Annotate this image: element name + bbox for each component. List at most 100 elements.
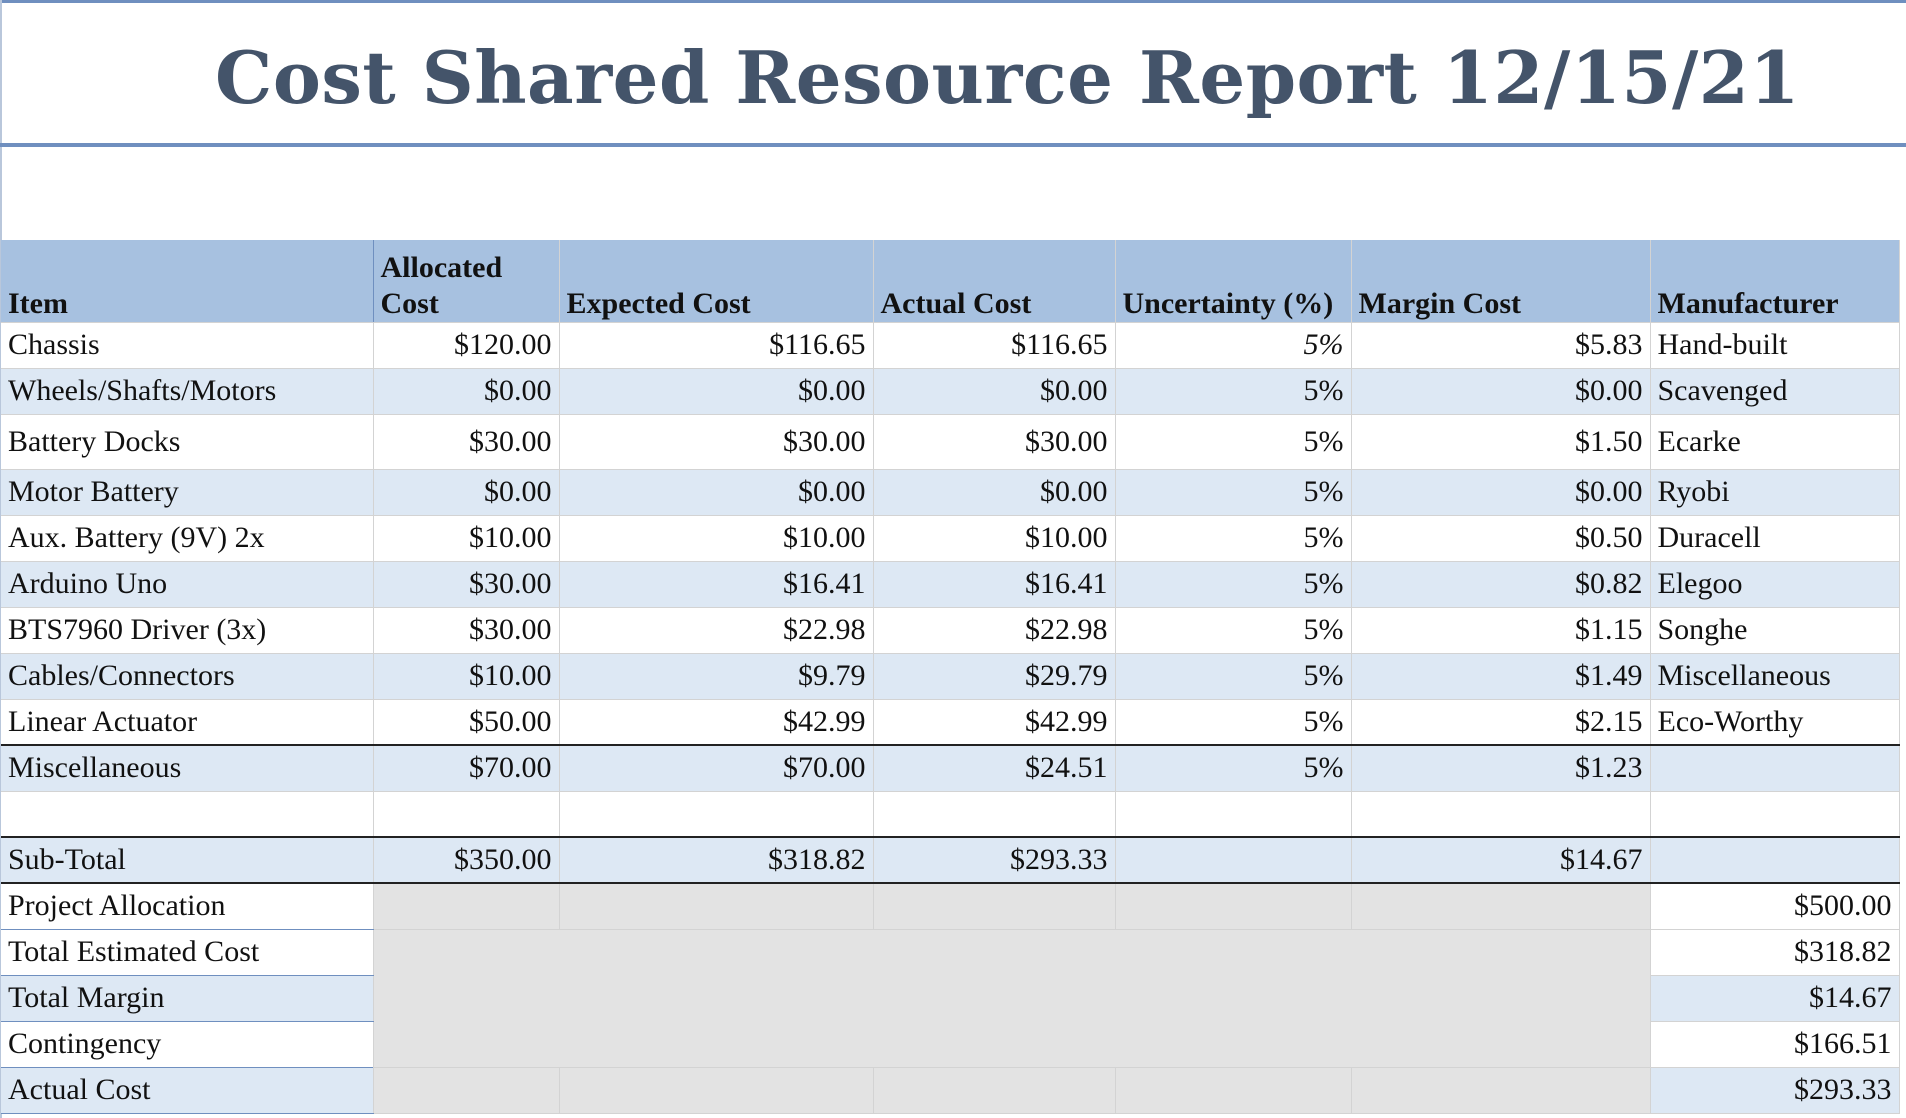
summary-value[interactable]: $500.00 <box>1650 883 1900 930</box>
cell-actual[interactable]: $116.65 <box>873 322 1116 369</box>
cell-item[interactable]: Motor Battery <box>1 469 374 516</box>
subtotal-allocated[interactable]: $350.00 <box>373 837 560 884</box>
cell-item[interactable]: Chassis <box>1 322 374 369</box>
empty-cell[interactable] <box>1115 791 1352 838</box>
cell-actual[interactable]: $29.79 <box>873 653 1116 700</box>
grey-cell[interactable] <box>873 1067 1116 1114</box>
grey-cell[interactable] <box>1115 883 1352 930</box>
cell-actual[interactable]: $10.00 <box>873 515 1116 562</box>
empty-cell[interactable] <box>1351 791 1651 838</box>
cell-expected[interactable]: $10.00 <box>559 515 874 562</box>
cell-allocated[interactable]: $0.00 <box>373 469 560 516</box>
cell-expected[interactable]: $0.00 <box>559 368 874 415</box>
cell-uncertainty[interactable]: 5% <box>1115 322 1352 369</box>
cell-margin[interactable]: $1.49 <box>1351 653 1651 700</box>
cell-expected[interactable]: $9.79 <box>559 653 874 700</box>
cell-expected[interactable]: $116.65 <box>559 322 874 369</box>
grey-cell[interactable] <box>373 883 560 930</box>
cell-actual[interactable]: $24.51 <box>873 745 1116 792</box>
cell-allocated[interactable]: $30.00 <box>373 607 560 654</box>
summary-label[interactable]: Total Margin <box>1 975 374 1022</box>
cell-manufacturer[interactable]: Songhe <box>1650 607 1900 654</box>
cell-manufacturer[interactable]: Scavenged <box>1650 368 1900 415</box>
cell-item[interactable]: BTS7960 Driver (3x) <box>1 607 374 654</box>
cell-manufacturer[interactable]: Ryobi <box>1650 469 1900 516</box>
header-allocated-cost[interactable]: Allocated Cost <box>373 240 560 323</box>
cell-allocated[interactable]: $0.00 <box>373 368 560 415</box>
cell-manufacturer[interactable]: Hand-built <box>1650 322 1900 369</box>
cell-margin[interactable]: $2.15 <box>1351 699 1651 746</box>
cell-uncertainty[interactable]: 5% <box>1115 653 1352 700</box>
cell-item[interactable]: Miscellaneous <box>1 745 374 792</box>
summary-value[interactable]: $166.51 <box>1650 1021 1900 1068</box>
cell-manufacturer[interactable]: Duracell <box>1650 515 1900 562</box>
cell-uncertainty[interactable]: 5% <box>1115 469 1352 516</box>
cell-expected[interactable]: $42.99 <box>559 699 874 746</box>
cell-expected[interactable]: $0.00 <box>559 469 874 516</box>
cell-margin[interactable]: $0.00 <box>1351 469 1651 516</box>
cell-margin[interactable]: $0.82 <box>1351 561 1651 608</box>
header-margin-cost[interactable]: Margin Cost <box>1351 240 1651 323</box>
grey-cell[interactable] <box>559 1067 874 1114</box>
summary-label[interactable]: Actual Cost <box>1 1067 374 1114</box>
cell-allocated[interactable]: $10.00 <box>373 515 560 562</box>
cell-manufacturer[interactable] <box>1650 745 1900 792</box>
cell-uncertainty[interactable]: 5% <box>1115 561 1352 608</box>
cell-expected[interactable]: $30.00 <box>559 414 874 470</box>
cell-actual[interactable]: $0.00 <box>873 368 1116 415</box>
subtotal-label[interactable]: Sub-Total <box>1 837 374 884</box>
cell-margin[interactable]: $1.23 <box>1351 745 1651 792</box>
header-item[interactable]: Item <box>1 240 374 323</box>
cell-margin[interactable]: $1.50 <box>1351 414 1651 470</box>
cell-manufacturer[interactable]: Elegoo <box>1650 561 1900 608</box>
cell-item[interactable]: Wheels/Shafts/Motors <box>1 368 374 415</box>
grey-cell[interactable] <box>1351 1067 1651 1114</box>
empty-cell[interactable] <box>373 791 560 838</box>
empty-cell[interactable] <box>1650 791 1900 838</box>
cell-actual[interactable]: $0.00 <box>873 469 1116 516</box>
header-uncertainty[interactable]: Uncertainty (%) <box>1115 240 1352 323</box>
cell-item[interactable]: Linear Actuator <box>1 699 374 746</box>
cell-actual[interactable]: $16.41 <box>873 561 1116 608</box>
cell-allocated[interactable]: $10.00 <box>373 653 560 700</box>
cell-allocated[interactable]: $30.00 <box>373 414 560 470</box>
cell-actual[interactable]: $22.98 <box>873 607 1116 654</box>
empty-cell[interactable] <box>559 791 874 838</box>
summary-value[interactable]: $318.82 <box>1650 929 1900 976</box>
summary-label[interactable]: Project Allocation <box>1 883 374 930</box>
cell-manufacturer[interactable]: Ecarke <box>1650 414 1900 470</box>
cell-uncertainty[interactable]: 5% <box>1115 745 1352 792</box>
subtotal-actual[interactable]: $293.33 <box>873 837 1116 884</box>
cell-allocated[interactable]: $30.00 <box>373 561 560 608</box>
grey-merged-block[interactable] <box>373 929 1651 1068</box>
cell-margin[interactable]: $5.83 <box>1351 322 1651 369</box>
cell-allocated[interactable]: $120.00 <box>373 322 560 369</box>
subtotal-expected[interactable]: $318.82 <box>559 837 874 884</box>
cell-expected[interactable]: $70.00 <box>559 745 874 792</box>
cell-uncertainty[interactable]: 5% <box>1115 607 1352 654</box>
summary-value[interactable]: $14.67 <box>1650 975 1900 1022</box>
grey-cell[interactable] <box>1115 1067 1352 1114</box>
subtotal-margin[interactable]: $14.67 <box>1351 837 1651 884</box>
cell-manufacturer[interactable]: Eco-Worthy <box>1650 699 1900 746</box>
grey-cell[interactable] <box>559 883 874 930</box>
grey-cell[interactable] <box>373 1067 560 1114</box>
cell-uncertainty[interactable]: 5% <box>1115 414 1352 470</box>
cell-manufacturer[interactable]: Miscellaneous <box>1650 653 1900 700</box>
header-manufacturer[interactable]: Manufacturer <box>1650 240 1900 323</box>
subtotal-uncertainty[interactable] <box>1115 837 1352 884</box>
cell-margin[interactable]: $1.15 <box>1351 607 1651 654</box>
cell-uncertainty[interactable]: 5% <box>1115 699 1352 746</box>
cell-allocated[interactable]: $70.00 <box>373 745 560 792</box>
cell-margin[interactable]: $0.00 <box>1351 368 1651 415</box>
cell-actual[interactable]: $42.99 <box>873 699 1116 746</box>
subtotal-manufacturer[interactable] <box>1650 837 1900 884</box>
cell-item[interactable]: Cables/Connectors <box>1 653 374 700</box>
grey-cell[interactable] <box>873 883 1116 930</box>
summary-label[interactable]: Contingency <box>1 1021 374 1068</box>
cell-uncertainty[interactable]: 5% <box>1115 515 1352 562</box>
cell-margin[interactable]: $0.50 <box>1351 515 1651 562</box>
cell-item[interactable]: Battery Docks <box>1 414 374 470</box>
header-expected-cost[interactable]: Expected Cost <box>559 240 874 323</box>
cell-item[interactable]: Aux. Battery (9V) 2x <box>1 515 374 562</box>
